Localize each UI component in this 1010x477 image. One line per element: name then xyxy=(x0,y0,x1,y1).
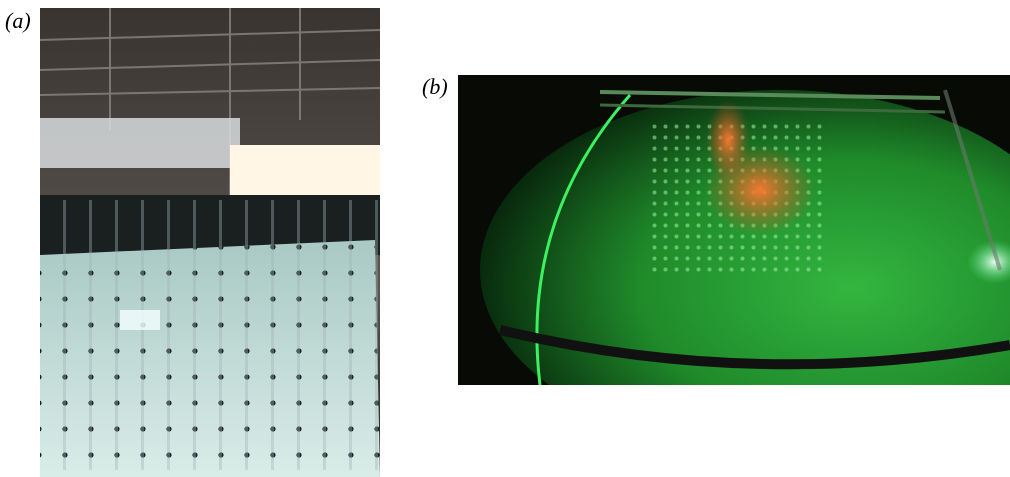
figure: (a) (b) xyxy=(0,0,1010,477)
photo-b xyxy=(458,75,1010,450)
panel-label: (a) xyxy=(5,8,31,33)
page: (a) (b) (() => { const data = JSON.parse… xyxy=(0,0,1010,477)
panel-label: (b) xyxy=(422,74,448,99)
photo-a xyxy=(40,8,380,477)
